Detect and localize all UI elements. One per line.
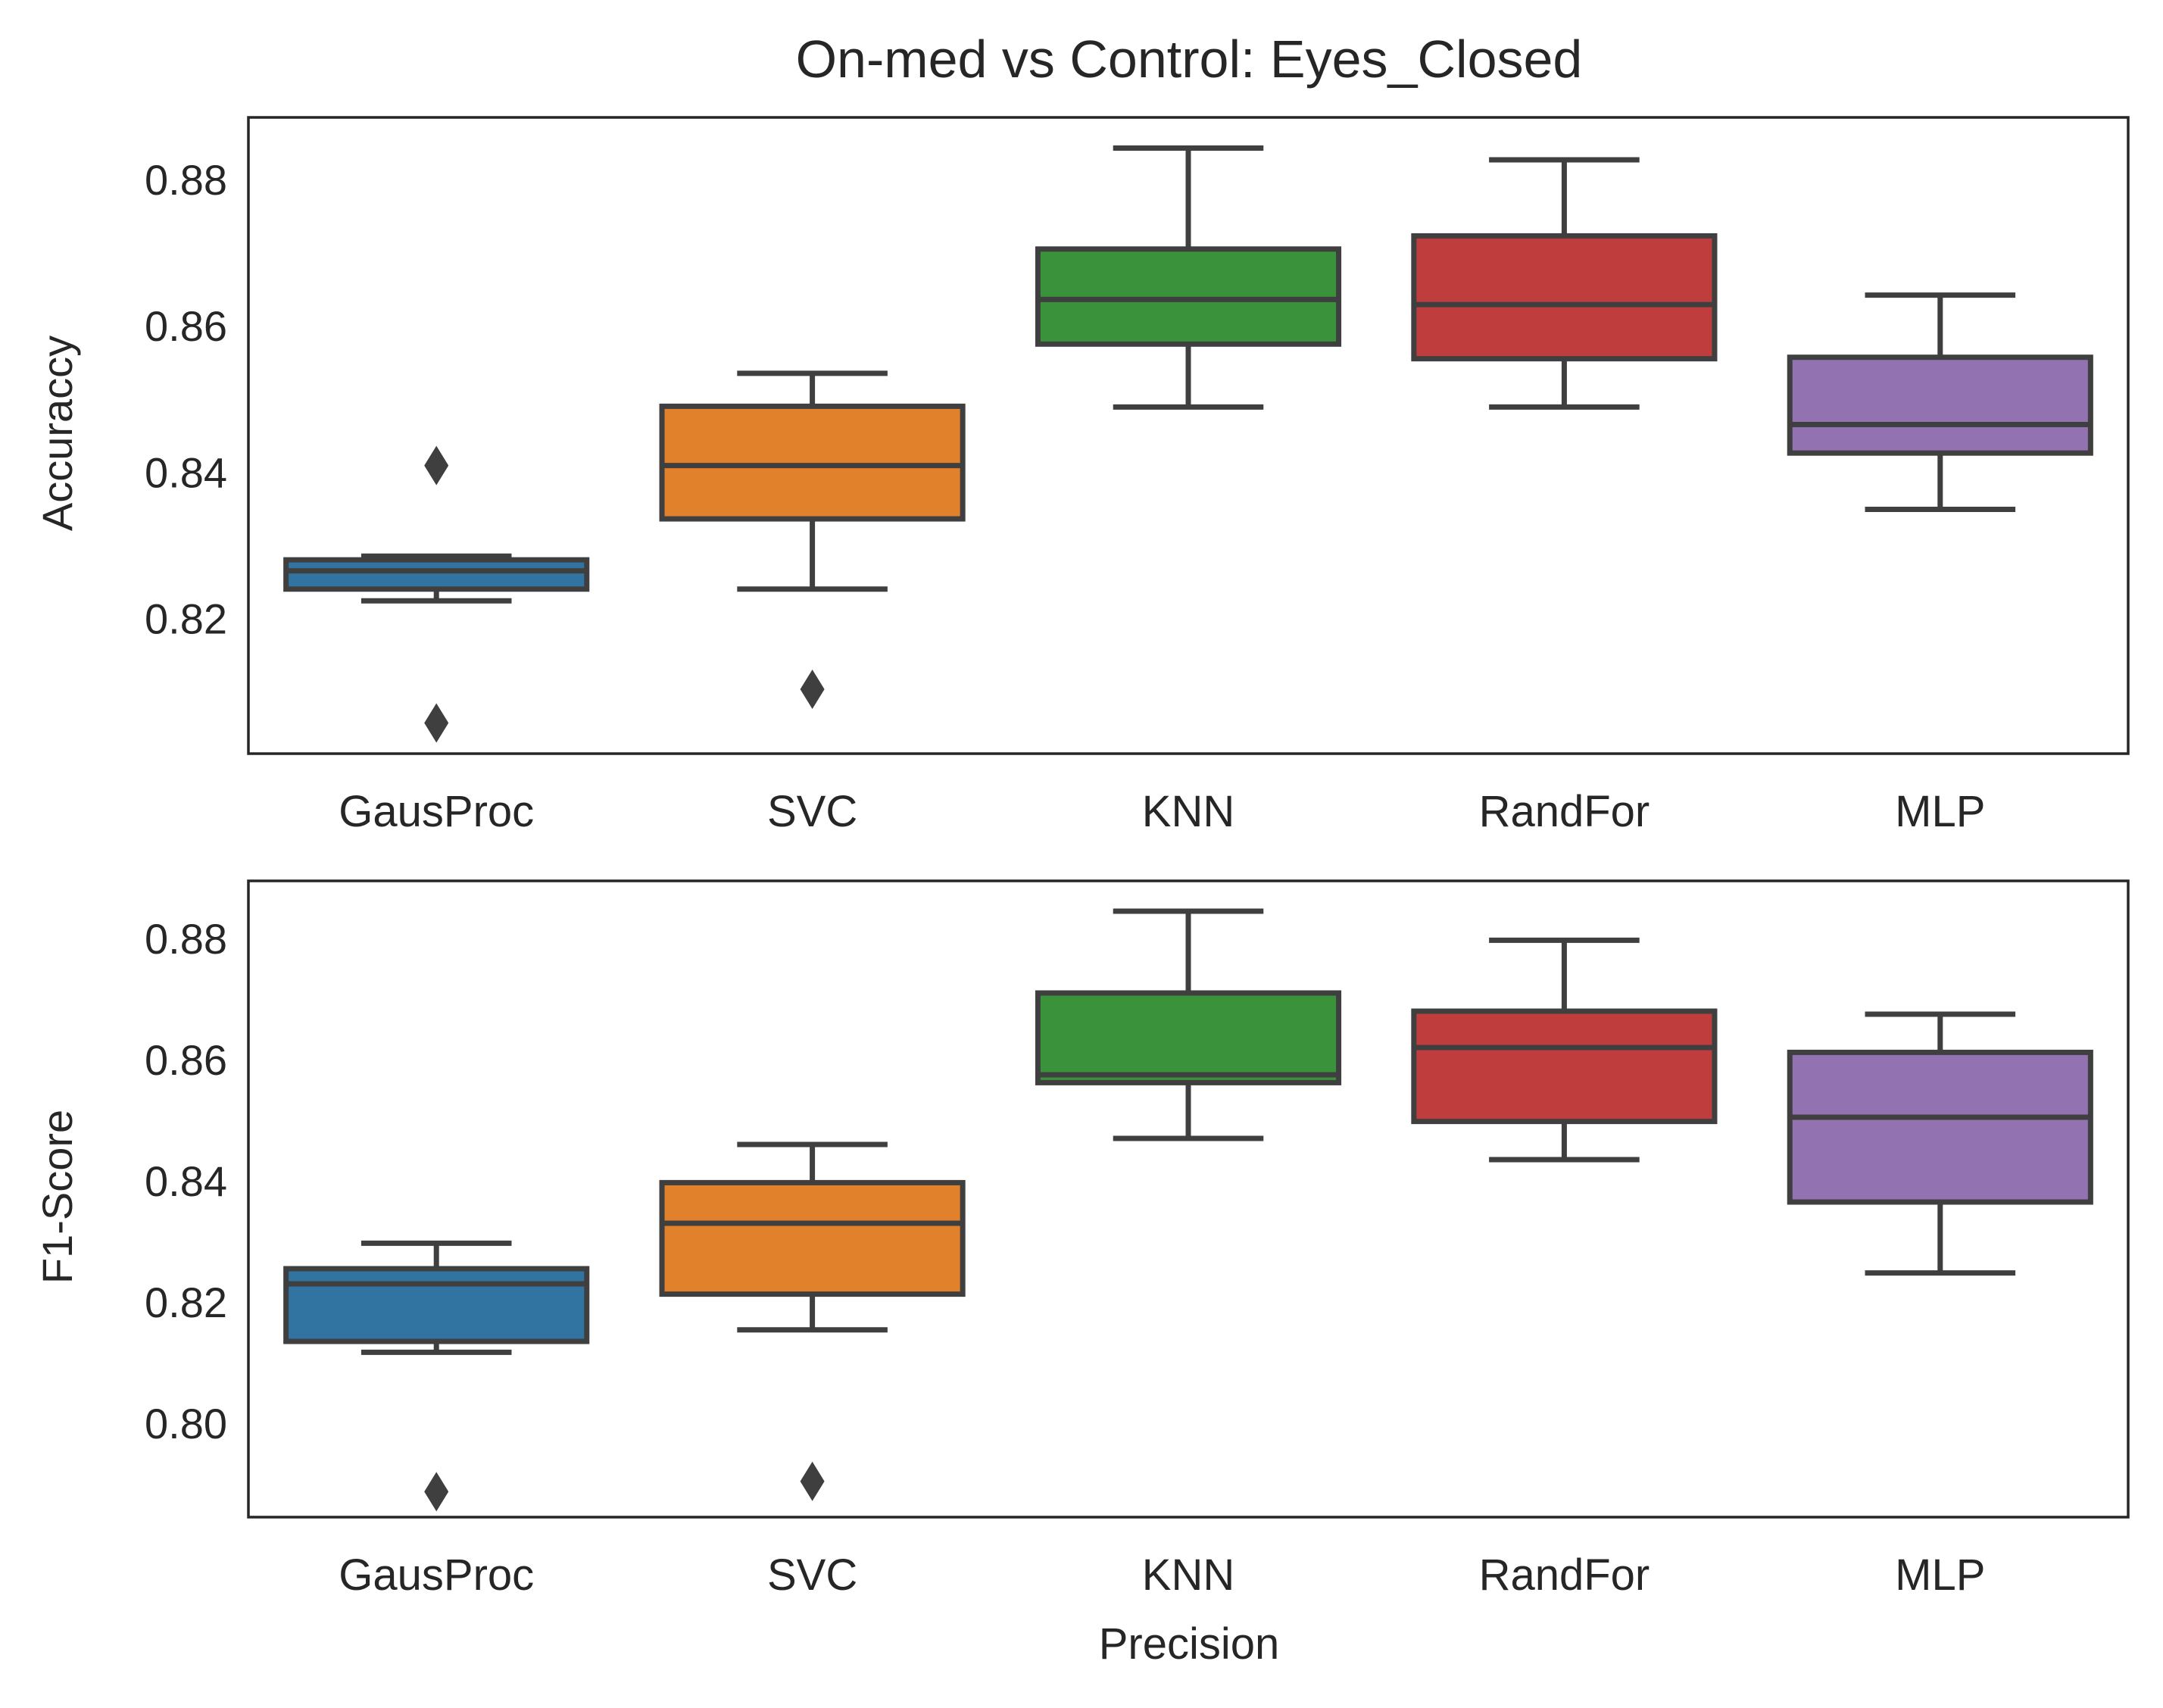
f1-xlabel: Precision [1099, 1619, 1280, 1669]
accuracy-xtick-label: RandFor [1479, 787, 1650, 836]
box-iqr [1035, 990, 1342, 1085]
f1-ytick-label: 0.88 [145, 915, 227, 963]
accuracy-box-randfor [1411, 157, 1718, 410]
accuracy-xtick-label: SVC [767, 787, 857, 836]
box-iqr [1411, 233, 1718, 362]
accuracy-box-knn [1035, 145, 1342, 410]
f1-xtick-label: SVC [767, 1550, 857, 1600]
accuracy-box-svc [659, 370, 966, 710]
outlier-point [800, 1461, 825, 1501]
f1-xtick-label: GausProc [339, 1550, 534, 1600]
accuracy-xtick-label: KNN [1142, 787, 1234, 836]
box-iqr [1035, 246, 1342, 347]
figure-title: On-med vs Control: Eyes_Closed [796, 30, 1583, 89]
accuracy-box-gausproc [283, 445, 590, 743]
f1-box-svc [659, 1141, 966, 1501]
outlier-point [424, 703, 449, 743]
outlier-point [424, 445, 449, 486]
box-iqr [1411, 1008, 1718, 1125]
f1-box-randfor [1411, 937, 1718, 1163]
box-iqr [1787, 354, 2093, 456]
outlier-point [424, 1472, 449, 1512]
f1-box-mlp [1787, 1011, 2093, 1276]
box-iqr [283, 557, 590, 592]
outlier-point [800, 670, 825, 710]
box-iqr [1787, 1049, 2093, 1205]
f1-ytick-label: 0.82 [145, 1279, 227, 1326]
f1-panel: F1-Score Precision 0.80 0.82 0.84 0.86 0.88 G… [33, 879, 2130, 1669]
box-iqr [659, 403, 966, 522]
f1-xtick-label: RandFor [1479, 1550, 1650, 1600]
accuracy-panel: Accuraccy 0.82 0.84 0.86 0.88 GausProc SVC KNN… [33, 116, 2130, 836]
accuracy-ylabel: Accuraccy [33, 336, 81, 531]
accuracy-axes-frame [247, 116, 2130, 755]
f1-xtick-label: MLP [1895, 1550, 1985, 1600]
box-iqr [659, 1179, 966, 1297]
f1-xtick-label: KNN [1142, 1550, 1234, 1600]
f1-ylabel: F1-Score [33, 1110, 81, 1284]
f1-ytick-label: 0.80 [145, 1400, 227, 1447]
box-iqr [283, 1266, 590, 1344]
accuracy-xtick-label: MLP [1895, 787, 1985, 836]
f1-ytick-label: 0.86 [145, 1036, 227, 1084]
accuracy-ytick-label: 0.86 [145, 302, 227, 350]
f1-box-knn [1035, 908, 1342, 1141]
accuracy-xtick-label: GausProc [339, 787, 534, 836]
accuracy-box-mlp [1787, 292, 2093, 513]
accuracy-ytick-label: 0.84 [145, 448, 227, 496]
f1-axes-frame [247, 879, 2130, 1519]
f1-box-gausproc [283, 1240, 590, 1512]
accuracy-ytick-label: 0.82 [145, 595, 227, 642]
f1-ytick-label: 0.84 [145, 1157, 227, 1205]
accuracy-ytick-label: 0.88 [145, 156, 227, 204]
